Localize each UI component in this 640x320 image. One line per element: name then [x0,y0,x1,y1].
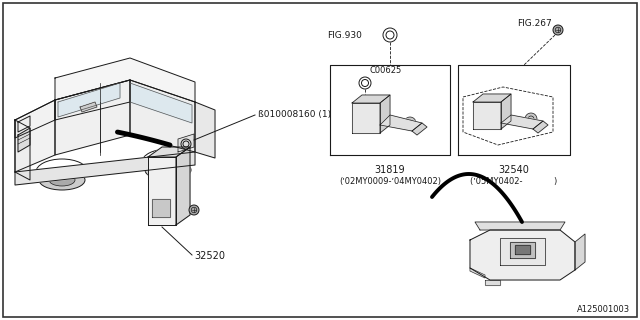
Polygon shape [412,123,427,135]
Polygon shape [178,134,194,152]
Text: FIG.930: FIG.930 [327,30,362,39]
Polygon shape [501,94,511,129]
Polygon shape [501,115,543,129]
Polygon shape [55,80,130,155]
Polygon shape [148,147,190,157]
Polygon shape [533,121,548,133]
Circle shape [189,205,199,215]
Polygon shape [195,102,215,158]
Polygon shape [152,199,170,217]
Circle shape [404,117,416,129]
Text: C00625: C00625 [370,66,403,75]
Polygon shape [15,100,55,138]
Polygon shape [18,116,30,132]
Text: (ʼ02MY0009-ʼ04MY0402): (ʼ02MY0009-ʼ04MY0402) [339,177,441,186]
Polygon shape [470,230,575,280]
Polygon shape [80,102,97,112]
Polygon shape [380,115,422,131]
Polygon shape [55,58,195,102]
Polygon shape [15,152,195,185]
Text: A125001003: A125001003 [577,305,630,314]
Polygon shape [352,95,390,103]
Polygon shape [58,83,120,117]
Polygon shape [473,94,511,102]
Polygon shape [515,245,530,254]
Polygon shape [500,238,545,265]
Circle shape [525,113,537,125]
Ellipse shape [155,164,181,176]
Polygon shape [485,280,500,285]
Text: ß010008160 (1): ß010008160 (1) [258,110,331,119]
Polygon shape [470,268,485,278]
Text: (ʼ05MY0402-            ): (ʼ05MY0402- ) [470,177,557,186]
Text: FIG.267: FIG.267 [517,19,552,28]
Ellipse shape [49,174,75,186]
Polygon shape [575,234,585,270]
Ellipse shape [39,170,85,190]
Polygon shape [15,120,30,180]
Text: 31819: 31819 [374,165,405,175]
Polygon shape [55,80,130,120]
Polygon shape [475,222,565,230]
Polygon shape [15,100,55,172]
Polygon shape [18,128,30,152]
Polygon shape [380,95,390,133]
Polygon shape [130,80,195,152]
Polygon shape [148,157,176,225]
Polygon shape [352,103,380,133]
Text: 32520: 32520 [194,251,225,261]
Ellipse shape [145,160,191,180]
Text: 32540: 32540 [499,165,529,175]
Circle shape [553,25,563,35]
Polygon shape [510,242,535,258]
Polygon shape [130,83,192,123]
Polygon shape [473,102,501,129]
Polygon shape [176,147,190,225]
